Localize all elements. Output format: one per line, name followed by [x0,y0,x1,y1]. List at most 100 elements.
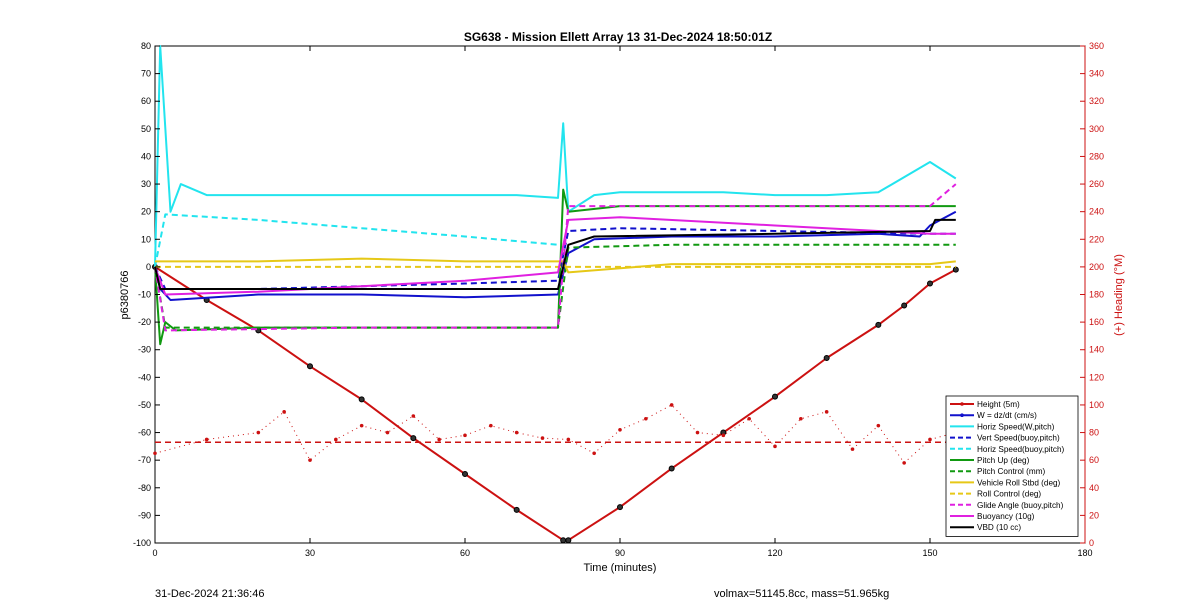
x-axis-label: Time (minutes) [584,562,657,574]
y-tick-label: 10 [141,234,151,244]
y2-tick-label: 280 [1089,151,1104,161]
series-line [154,218,956,290]
height-marker [307,363,313,370]
height-marker [823,355,830,362]
heading-point [618,427,622,432]
heading-point [463,433,467,438]
y2-tick-label: 80 [1089,428,1099,438]
y2-tick-label: 360 [1089,41,1104,51]
heading-point [876,423,881,428]
heading-point [204,437,209,442]
series-line [154,404,956,464]
series-line [154,45,957,267]
heading-point [928,437,932,442]
legend-label: Height (5m) [977,400,1020,409]
height-marker [565,537,572,544]
series-line [154,213,559,268]
heading-point [902,461,906,465]
y2-tick-label: 100 [1089,400,1104,410]
heading-point [308,458,312,462]
x-tick-label: 0 [152,548,157,558]
height-marker [952,266,959,273]
y2-axis-label: (+) Heading (°M) [1113,254,1125,336]
x-tick-label: 150 [922,548,937,558]
footer-timestamp: 31-Dec-2024 21:36:46 [155,588,265,600]
y2-tick-label: 140 [1089,345,1104,355]
heading-point [437,437,441,442]
height-marker [410,435,417,442]
y-tick-label: -20 [138,317,151,327]
heading-point [334,437,338,442]
series-line [154,210,957,301]
legend-label: Vert Speed(buoy,pitch) [977,434,1060,443]
y2-tick-label: 180 [1089,290,1104,300]
y-tick-label: -90 [138,510,151,520]
height-marker [617,504,623,511]
y2-tick-label: 0 [1089,538,1094,548]
heading-point [850,447,855,451]
y2-tick-label: 320 [1089,96,1104,106]
chart-title: SG638 - Mission Ellett Array 13 31-Dec-2… [464,30,772,44]
y-tick-label: 50 [141,124,151,134]
axes-group: 0 30 60 90 120 150 180-100-90-80-70-60-50-40-3… [133,41,1104,558]
y2-tick-label: 20 [1089,510,1099,520]
legend-label: Buoyancy (10g) [977,512,1035,521]
y-tick-label: 60 [141,96,151,106]
heading-point [644,416,648,421]
legend-label: VBD (10 cc) [977,523,1021,532]
heading-point [359,423,364,428]
heading-point [773,444,777,449]
y2-tick-label: 220 [1089,234,1104,244]
heading-point [669,403,674,407]
heading-point [695,430,700,435]
heading-point [411,414,416,418]
legend-label: Vehicle Roll Stbd (deg) [977,478,1061,487]
height-marker [772,393,778,400]
y-tick-label: 20 [141,207,151,217]
height-marker [462,470,468,477]
y-tick-label: -30 [138,345,151,355]
heading-point [385,430,390,435]
heading-point [489,423,493,428]
y-tick-label: -100 [133,538,151,548]
heading-point [824,410,829,414]
height-marker [358,396,365,403]
y-tick-label: 40 [141,151,151,161]
legend-label: Glide Angle (buoy,pitch) [977,501,1064,510]
height-marker [927,280,933,287]
y-tick-label: -40 [138,372,151,382]
y-tick-label: -70 [138,455,151,465]
y-axis-label: p6380766 [119,271,131,320]
y2-tick-label: 200 [1089,262,1104,272]
heading-point [721,433,726,438]
legend-box [945,395,1079,537]
series-group [152,45,959,544]
x-tick-label: 30 [305,548,315,558]
height-marker [513,506,520,513]
y-tick-label: 0 [146,262,151,272]
y2-tick-label: 160 [1089,317,1104,327]
heading-point [282,410,286,414]
y-tick-label: -50 [138,400,151,410]
legend-marker [960,413,964,418]
heading-point [153,451,157,456]
y2-tick-label: 120 [1089,372,1104,382]
x-tick-label: 90 [615,548,625,558]
y-tick-label: 80 [141,41,151,51]
height-marker [668,465,675,472]
legend-label: Pitch Control (mm) [977,467,1046,476]
height-marker [560,537,567,544]
y2-tick-label: 260 [1089,179,1104,189]
x-tick-label: 120 [767,548,782,558]
height-marker [875,321,882,328]
y2-tick-label: 240 [1089,207,1104,217]
y2-tick-label: 340 [1089,69,1104,79]
legend-label: W = dz/dt (cm/s) [977,411,1037,420]
heading-point [256,430,261,435]
x-tick-label: 60 [460,548,470,558]
legend-label: Horiz Speed(buoy,pitch) [977,445,1064,454]
heading-point [514,430,519,435]
y2-tick-label: 60 [1089,455,1099,465]
height-marker [901,302,908,309]
